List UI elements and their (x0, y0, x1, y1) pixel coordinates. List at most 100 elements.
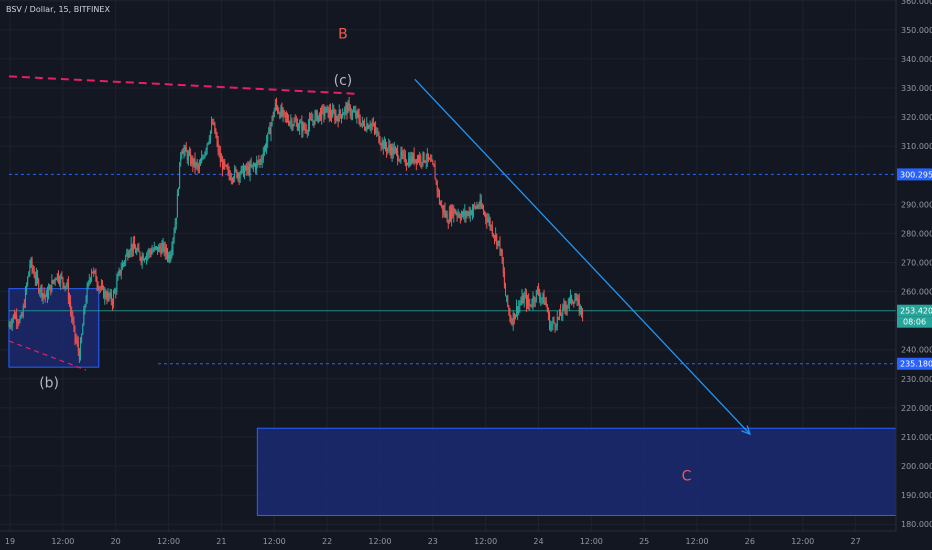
candle-body (91, 271, 93, 279)
candle-body (414, 159, 416, 163)
time-tick-label: 12:00 (474, 537, 497, 546)
candle-body (9, 324, 11, 326)
candle-body (546, 305, 548, 312)
candle-body (108, 293, 110, 297)
candle-body (540, 297, 542, 300)
candle-body (137, 247, 139, 251)
time-tick-label: 24 (533, 537, 543, 546)
candle-body (240, 167, 242, 174)
candle-body (174, 224, 176, 233)
candle-body (402, 153, 404, 156)
candle-body (252, 164, 254, 166)
candle-body (508, 305, 510, 312)
candle-body (389, 145, 391, 150)
candle-body (489, 219, 491, 227)
candle-body (436, 181, 438, 192)
candle-body (384, 141, 386, 148)
price-axis[interactable]: 360.000 350.000 340.000 330.000 320.000 310.0… (901, 0, 932, 529)
zones-layer (8, 288, 897, 516)
candle-body (60, 275, 62, 284)
candle-body (371, 124, 373, 126)
candle-body (151, 251, 153, 255)
candle-body (59, 280, 61, 284)
candle-body (77, 342, 79, 351)
candle-body (111, 301, 113, 305)
candle-body (518, 305, 520, 313)
candle-body (403, 153, 405, 155)
price-tag (897, 168, 932, 181)
candle-body (393, 148, 395, 155)
candle-body (271, 116, 273, 125)
candle-body (176, 193, 178, 218)
candle-body (554, 323, 556, 327)
candle-body (348, 103, 350, 106)
candle-body (375, 128, 377, 133)
candle-body (160, 248, 162, 254)
candle-body (469, 210, 471, 217)
candle-body (203, 157, 205, 159)
candle-body (50, 285, 52, 292)
candle-body (397, 150, 399, 161)
candle-body (105, 291, 107, 298)
price-tick-label: 340.000 (901, 55, 932, 64)
candle-body (562, 305, 564, 316)
candle-body (519, 304, 521, 306)
candle-body (574, 299, 576, 303)
candle-body (107, 293, 109, 300)
candle-body (18, 322, 20, 324)
candle-body (462, 211, 464, 215)
candle-body (182, 151, 184, 154)
candle-body (76, 340, 78, 343)
candle-body (516, 306, 518, 315)
candle-body (470, 210, 472, 215)
candle-body (458, 214, 460, 217)
time-tick-label: 19 (5, 537, 15, 546)
candle-body (154, 246, 156, 248)
candle-body (533, 297, 535, 302)
candle-body (55, 278, 57, 281)
candle-body (236, 170, 238, 178)
candle-body (380, 144, 382, 146)
candle-body (346, 105, 348, 114)
candle-body (438, 191, 440, 203)
candle-body (273, 109, 275, 117)
candle-body (514, 314, 516, 320)
candle-body (213, 122, 215, 124)
candle-body (16, 315, 18, 322)
candle-body (535, 290, 537, 301)
candle-body (355, 111, 357, 117)
candle-body (324, 112, 326, 116)
candle-body (294, 120, 296, 122)
candle-body (269, 127, 271, 135)
candle-body (173, 232, 175, 240)
candle-body (536, 288, 538, 291)
candle-body (284, 112, 286, 116)
candle-body (106, 297, 108, 300)
candle-body (197, 164, 199, 168)
candle-body (430, 159, 432, 162)
time-tick-label: 12:00 (791, 537, 814, 546)
candle-body (274, 102, 276, 110)
candle-body (301, 122, 303, 132)
candle-body (257, 160, 259, 162)
candle-body (349, 105, 351, 116)
candle-body (114, 290, 116, 294)
candle-body (404, 154, 406, 165)
candle-body (113, 293, 115, 305)
candle-body (563, 304, 565, 306)
candle-body (82, 325, 84, 335)
candle-body (476, 205, 478, 209)
candle-body (392, 147, 394, 155)
price-tag-label: 253.420 (900, 307, 932, 316)
candles-layer (8, 96, 584, 363)
candle-body (37, 274, 39, 281)
time-axis[interactable]: 19 12:00 20 12:00 21 12:00 22 12:00 23 12:00 24 12:… (5, 537, 861, 546)
candle-body (310, 118, 312, 120)
candle-body (304, 128, 306, 130)
candle-body (451, 207, 453, 220)
candle-body (335, 116, 337, 121)
candle-body (358, 114, 360, 121)
candle-body (541, 297, 543, 299)
candle-body (200, 162, 202, 166)
